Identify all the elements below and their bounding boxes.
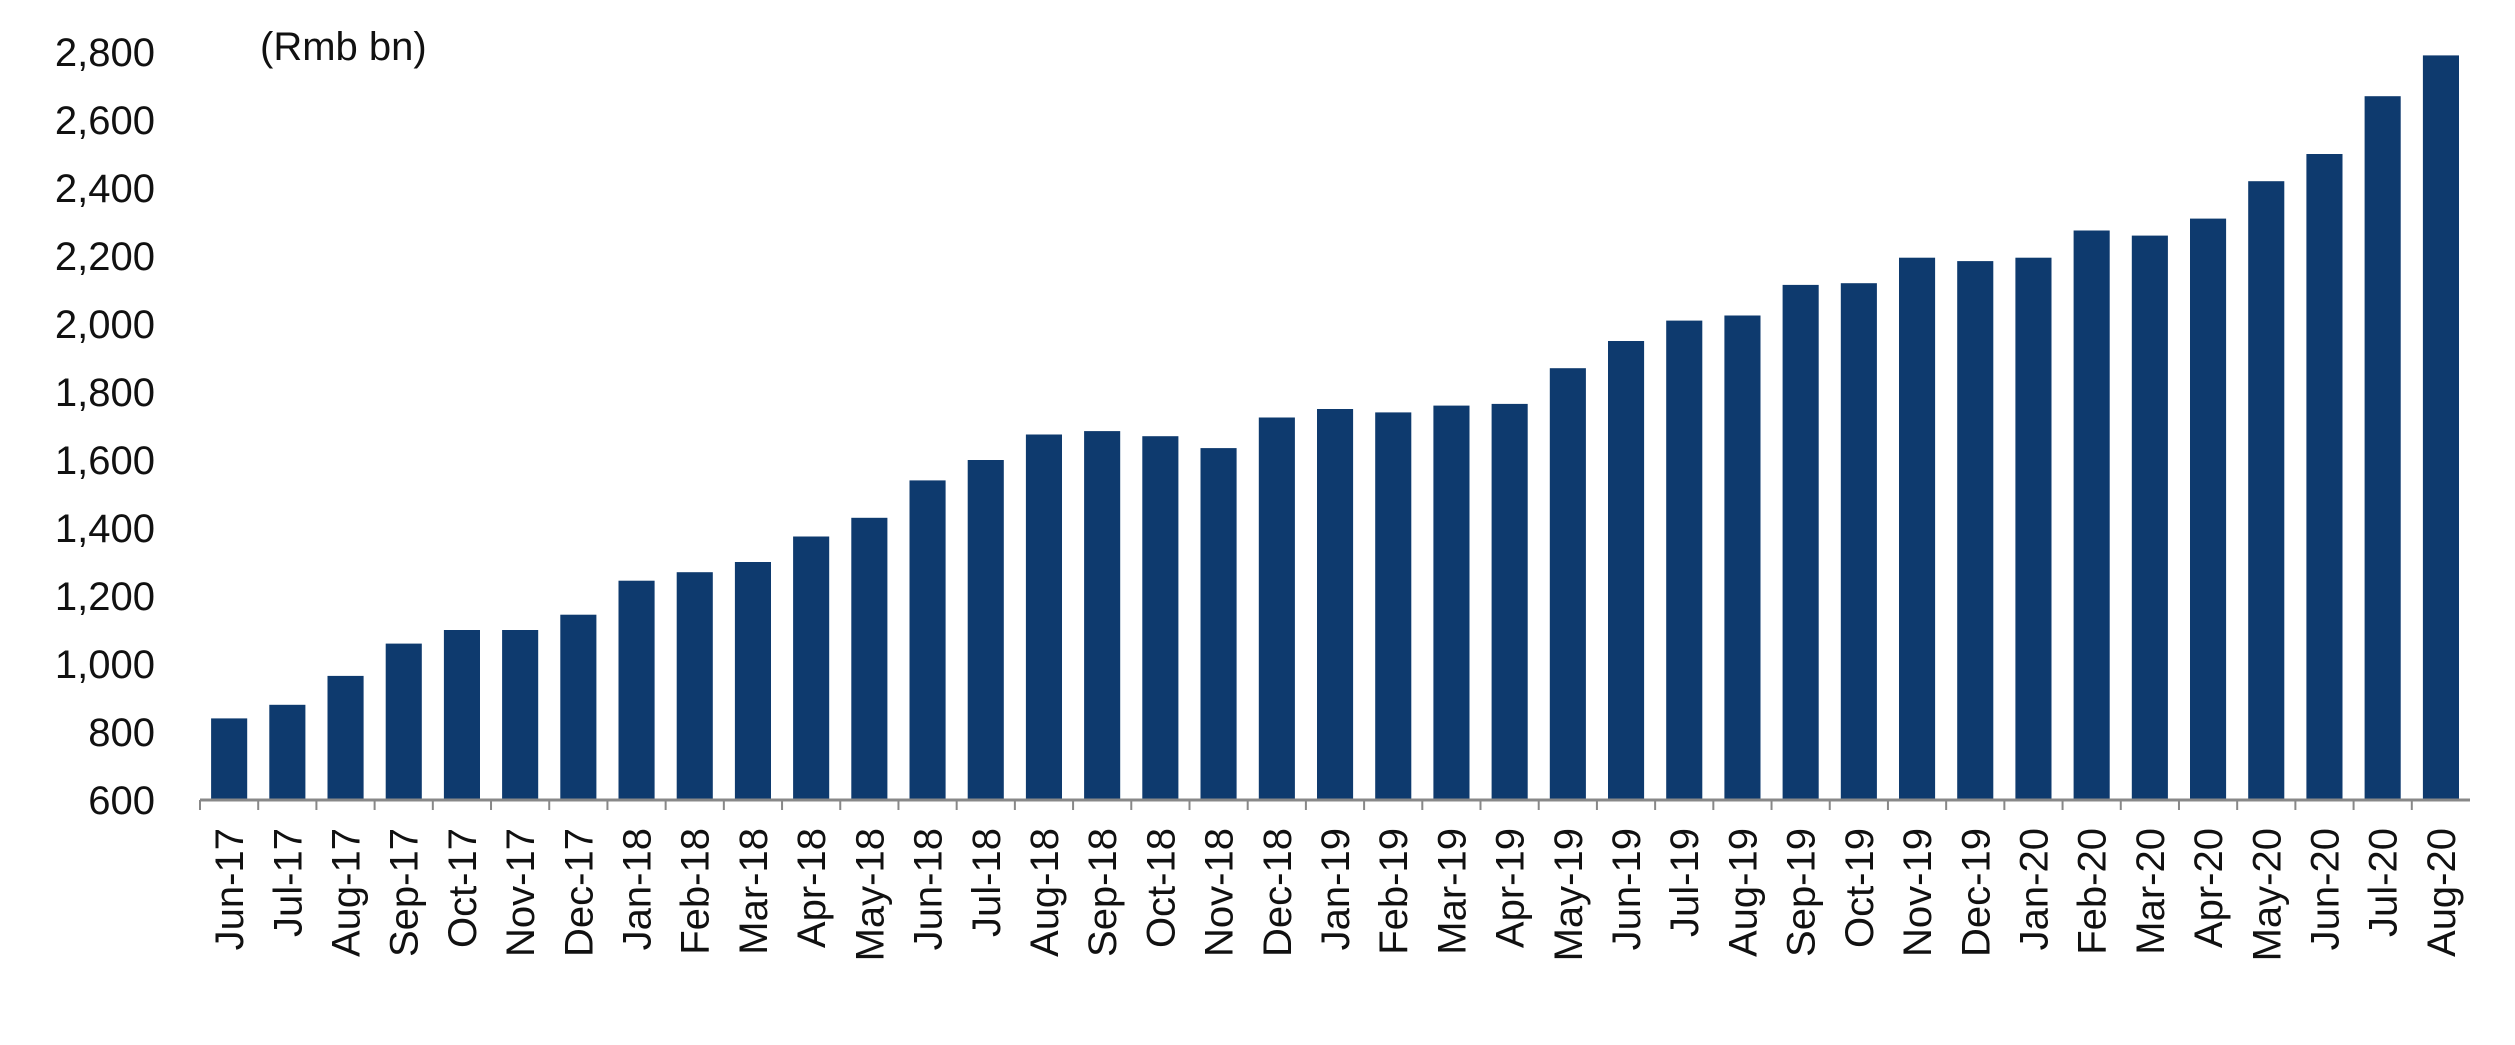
bar: [1724, 315, 1761, 800]
x-tick-label: Mar-19: [1430, 828, 1474, 955]
x-tick-label: Oct-19: [1838, 828, 1882, 948]
x-tick-label: Jun-19: [1605, 828, 1649, 950]
bar: [1200, 448, 1237, 800]
bar: [967, 460, 1004, 800]
bar: [1666, 320, 1703, 800]
bar: [1433, 405, 1470, 800]
x-tick-label: Nov-19: [1896, 828, 1940, 957]
bar: [1142, 436, 1179, 800]
x-tick-label: May-19: [1547, 828, 1591, 961]
bar: [2015, 257, 2052, 800]
x-tick-label: Sep-19: [1780, 828, 1824, 957]
bar: [676, 572, 713, 800]
bar: [1899, 257, 1936, 800]
x-tick-label: Jun-18: [907, 828, 951, 950]
bar: [2306, 154, 2343, 800]
y-tick-label: 1,600: [55, 439, 155, 483]
x-tick-label: Jul-19: [1663, 828, 1707, 937]
x-tick-label: Aug-18: [1023, 828, 1067, 957]
x-tick-label: Apr-18: [790, 828, 834, 948]
x-tick-label: Dec-17: [557, 828, 601, 957]
x-tick-label: Jul-20: [2362, 828, 2406, 937]
x-tick-label: Feb-20: [2071, 828, 2115, 955]
bar: [385, 643, 422, 800]
bar: [2190, 218, 2227, 801]
bar: [443, 630, 480, 800]
x-tick-label: Jun-17: [208, 828, 252, 950]
x-tick-label: Dec-18: [1256, 828, 1300, 957]
bar: [211, 718, 248, 800]
bar: [1375, 412, 1412, 800]
bar: [734, 562, 771, 800]
y-tick-label: 2,200: [55, 235, 155, 279]
bar: [2131, 235, 2168, 801]
x-tick-label: Mar-18: [732, 828, 776, 955]
bar: [2364, 96, 2401, 800]
x-tick-label: Jul-17: [266, 828, 310, 937]
bar: [1957, 261, 1994, 801]
y-tick-label: 1,000: [55, 643, 155, 687]
bar: [502, 630, 539, 800]
bar: [1084, 431, 1121, 800]
x-tick-label: May-18: [848, 828, 892, 961]
x-tick-label: Sep-18: [1081, 828, 1125, 957]
y-tick-label: 2,600: [55, 99, 155, 143]
bar: [1317, 409, 1354, 800]
y-tick-label: 1,200: [55, 575, 155, 619]
x-tick-label: Apr-19: [1489, 828, 1533, 948]
bar: [327, 675, 364, 800]
bar: [1549, 368, 1586, 800]
x-tick-label: Oct-18: [1139, 828, 1183, 948]
x-tick-label: Nov-18: [1198, 828, 1242, 957]
unit-label: (Rmb bn): [260, 25, 427, 69]
bar: [1258, 417, 1295, 800]
y-tick-label: 2,000: [55, 303, 155, 347]
bar: [2073, 230, 2110, 800]
x-tick-label: Jan-20: [2012, 828, 2056, 950]
y-tick-label: 2,400: [55, 167, 155, 211]
y-tick-label: 1,400: [55, 507, 155, 551]
x-tick-label: Aug-20: [2420, 828, 2464, 957]
x-tick-label: Nov-17: [499, 828, 543, 957]
x-tick-label: Jan-18: [616, 828, 660, 950]
x-tick-label: Feb-18: [674, 828, 718, 955]
y-tick-label: 1,800: [55, 371, 155, 415]
y-tick-label: 2,800: [55, 31, 155, 75]
x-tick-label: Sep-17: [383, 828, 427, 957]
bar: [618, 580, 655, 800]
bar: [1840, 283, 1877, 800]
bar: [793, 536, 830, 800]
bar: [851, 517, 888, 800]
bar: [1608, 341, 1645, 800]
x-tick-label: Dec-19: [1954, 828, 1998, 957]
x-tick-label: Jan-19: [1314, 828, 1358, 950]
bar: [1025, 434, 1062, 800]
bar: [269, 704, 306, 800]
x-tick-label: Aug-17: [325, 828, 369, 957]
bar: [2422, 55, 2459, 800]
x-tick-label: Jun-20: [2303, 828, 2347, 950]
x-tick-label: Mar-20: [2129, 828, 2173, 955]
x-tick-label: Feb-19: [1372, 828, 1416, 955]
bar: [1782, 284, 1819, 800]
y-tick-label: 800: [88, 711, 155, 755]
bar: [909, 480, 946, 800]
x-tick-label: May-20: [2245, 828, 2289, 961]
bar: [560, 614, 597, 800]
x-tick-label: Jul-18: [965, 828, 1009, 937]
x-tick-label: Aug-19: [1721, 828, 1765, 957]
x-tick-label: Apr-20: [2187, 828, 2231, 948]
bar: [1491, 403, 1528, 800]
x-tick-label: Oct-17: [441, 828, 485, 948]
y-tick-label: 600: [88, 779, 155, 823]
bars: [211, 55, 2459, 801]
y-axis-ticks: 600 800 1,000 1,200 1,400 1,600 1,800 2,000 2,20…: [55, 31, 155, 823]
bar: [2248, 181, 2285, 800]
x-axis-ticks: Jun-17 Jul-17 Aug-17 Sep-17 Oct-17 Nov-17 Dec-…: [199, 800, 2464, 961]
